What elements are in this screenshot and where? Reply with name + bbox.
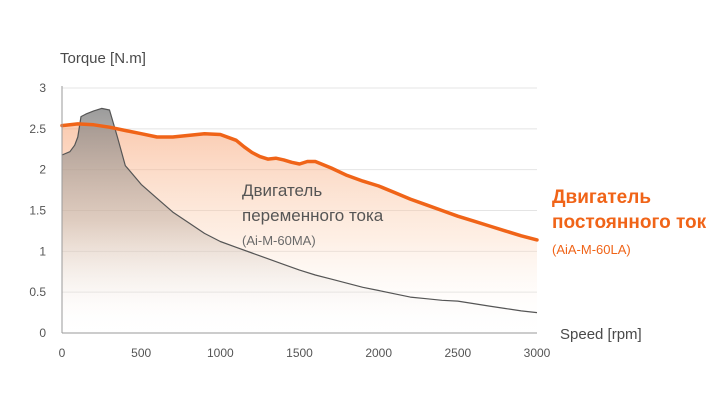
y-tick-label: 1.5 (29, 204, 46, 218)
x-axis-title: Speed [rpm] (560, 326, 642, 343)
x-tick-label: 2000 (365, 346, 392, 360)
ac-motor-area (62, 108, 537, 334)
y-tick-label: 2 (39, 163, 46, 177)
x-tick-label: 0 (59, 346, 66, 360)
axis-lines (61, 86, 537, 334)
x-tick-label: 500 (131, 346, 151, 360)
x-tick-label: 1000 (207, 346, 234, 360)
tick-labels: 0 0.5 1 1.5 2 2.5 3 0 500 1000 1500 2000 2500 3000 (29, 81, 550, 360)
x-tick-label: 1500 (286, 346, 313, 360)
ac-motor-label-line1: Двигатель (242, 181, 322, 200)
y-axis-title: Torque [N.m] (60, 50, 146, 67)
series-lines (60, 107, 539, 314)
dc-motor-label-line1: Двигатель (552, 187, 651, 208)
ac-motor-model: (Ai-M-60MA) (242, 233, 316, 248)
x-tick-label: 2500 (444, 346, 471, 360)
dc-motor-line (60, 122, 539, 242)
area-fills (62, 108, 537, 334)
y-tick-label: 1 (39, 244, 46, 258)
ac-motor-label-line2: переменного тока (242, 206, 384, 225)
y-tick-label: 0 (39, 326, 46, 340)
dc-motor-label-line2: постоянного ток (552, 212, 707, 233)
y-tick-label: 0.5 (29, 285, 46, 299)
dc-motor-model: (AiA-M-60LA) (552, 242, 631, 257)
y-tick-label: 2.5 (29, 122, 46, 136)
ac-motor-line (61, 107, 538, 314)
y-tick-label: 3 (39, 81, 46, 95)
x-tick-label: 3000 (524, 346, 551, 360)
